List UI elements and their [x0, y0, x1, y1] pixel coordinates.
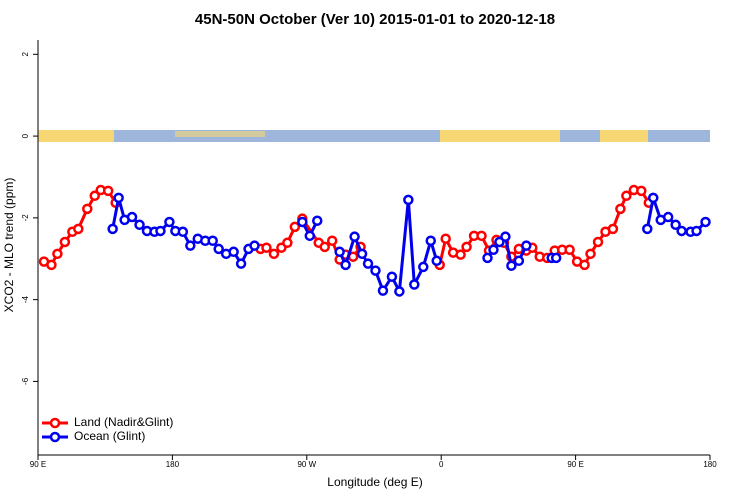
point	[670, 219, 681, 231]
point	[440, 233, 451, 244]
point	[73, 223, 84, 235]
point	[500, 231, 511, 242]
point	[155, 225, 166, 237]
point	[513, 255, 525, 267]
legend-marker	[49, 431, 61, 443]
legend-label: Ocean (Glint)	[74, 429, 145, 443]
point	[394, 286, 405, 297]
point	[134, 219, 145, 231]
point	[289, 221, 301, 233]
legend-marker	[49, 417, 61, 429]
point	[340, 259, 351, 271]
point	[113, 192, 124, 204]
y-tick-label: -4	[21, 296, 30, 304]
point	[418, 261, 429, 273]
map-strip	[38, 130, 710, 142]
point	[564, 244, 575, 255]
point	[403, 194, 414, 206]
point	[107, 223, 118, 235]
point	[82, 203, 93, 215]
point	[607, 223, 619, 235]
point	[349, 231, 360, 242]
point	[89, 190, 100, 202]
point	[52, 248, 63, 260]
point	[676, 225, 687, 237]
point	[648, 192, 659, 204]
legend-label: Land (Nadir&Glint)	[74, 415, 173, 429]
point	[621, 190, 632, 202]
point	[312, 215, 323, 226]
point	[164, 216, 175, 228]
x-tick-label: 90 E	[567, 460, 583, 469]
point	[213, 243, 224, 255]
point	[261, 242, 272, 253]
point	[506, 260, 517, 271]
point	[550, 252, 562, 264]
point	[207, 235, 218, 247]
x-tick-label: 90 E	[30, 460, 46, 469]
x-tick-label: 180	[166, 460, 180, 469]
y-tick-label: -6	[21, 377, 30, 385]
point	[642, 223, 653, 235]
point	[177, 226, 189, 238]
point	[228, 246, 239, 258]
point	[579, 259, 590, 271]
point	[185, 240, 196, 251]
point	[46, 259, 57, 271]
point	[319, 241, 330, 253]
point	[425, 235, 436, 247]
x-tick-label: 90 W	[297, 460, 316, 469]
point	[615, 203, 626, 215]
x-axis-label: Longitude (deg E)	[327, 475, 422, 489]
point	[304, 230, 316, 242]
point	[636, 185, 647, 197]
y-tick-label: -2	[21, 214, 30, 222]
point	[700, 216, 711, 228]
point	[488, 244, 499, 255]
point	[356, 248, 368, 260]
point	[476, 230, 487, 242]
point	[326, 235, 338, 247]
point	[386, 271, 398, 282]
point	[102, 185, 114, 197]
point	[377, 285, 389, 296]
point	[282, 237, 293, 249]
y-axis-label: XCO2 - MLO trend (ppm)	[2, 178, 16, 313]
point	[249, 240, 260, 251]
chart-title: 45N-50N October (Ver 10) 2015-01-01 to 2…	[195, 11, 555, 28]
point	[334, 246, 345, 258]
point	[126, 211, 138, 223]
point	[592, 236, 604, 248]
point	[409, 279, 420, 290]
point	[431, 255, 442, 267]
point	[461, 241, 472, 253]
point	[482, 252, 493, 264]
point	[268, 248, 280, 260]
y-tick-label: 2	[21, 52, 30, 57]
point	[59, 236, 71, 248]
x-tick-label: 0	[439, 460, 444, 469]
x-tick-label: 180	[703, 460, 717, 469]
point	[362, 258, 374, 269]
point	[691, 225, 702, 237]
point	[521, 240, 532, 251]
y-tick-label: 0	[21, 133, 30, 138]
point	[235, 258, 247, 269]
point	[662, 211, 674, 223]
point	[297, 216, 308, 228]
point	[455, 249, 466, 260]
point	[370, 265, 381, 276]
point	[585, 248, 596, 260]
